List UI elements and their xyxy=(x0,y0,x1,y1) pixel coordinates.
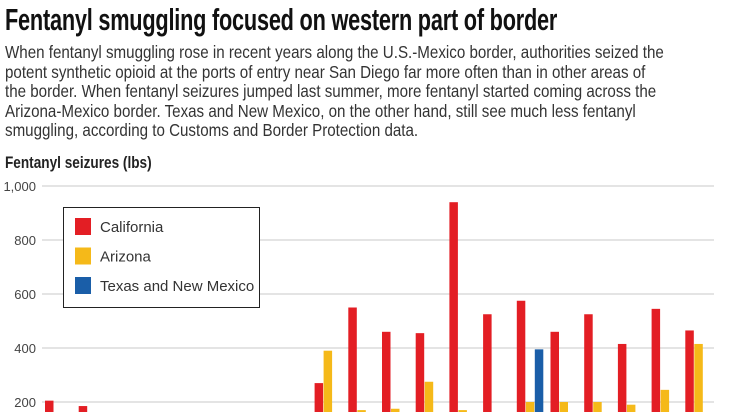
bar-arizona-17 xyxy=(593,402,602,412)
bar-california-11 xyxy=(382,331,391,412)
bar-texas-and-new-mexico-15 xyxy=(534,349,544,412)
bar-arizona-11 xyxy=(391,408,400,412)
bar-california-17 xyxy=(584,314,593,412)
legend-label: Arizona xyxy=(100,249,152,266)
legend-swatch xyxy=(75,218,91,235)
bar-california-19 xyxy=(651,308,661,412)
bar-arizona-16 xyxy=(559,402,568,412)
intro-line: When fentanyl smuggling rose in recent y… xyxy=(5,42,664,62)
bar-california-16 xyxy=(550,331,559,412)
bar-arizona-12 xyxy=(424,381,434,412)
intro-line: the border. When fentanyl seizures jumpe… xyxy=(5,81,657,102)
bar-california-15 xyxy=(516,300,526,412)
y-tick-label: 800 xyxy=(14,233,36,248)
bar-california-12 xyxy=(415,333,425,412)
legend: California Arizona Texas and New Mexico xyxy=(63,207,260,308)
legend-label: Texas and New Mexico xyxy=(100,278,254,295)
bar-arizona-18 xyxy=(626,404,636,412)
legend-label: California xyxy=(100,219,164,236)
intro-line: smuggling, according to Customs and Bord… xyxy=(5,120,419,141)
bar-arizona-13 xyxy=(458,410,467,412)
y-tick-label: 1,000 xyxy=(3,179,36,194)
bar-california-1 xyxy=(45,400,54,412)
legend-swatch xyxy=(75,247,91,265)
legend-box xyxy=(63,207,260,308)
bar-arizona-9 xyxy=(323,350,333,412)
bar-arizona-15 xyxy=(525,402,535,412)
bar-california-14 xyxy=(483,314,492,412)
headline: Fentanyl smuggling focused on western pa… xyxy=(5,2,558,37)
intro-line: potent synthetic opioid at the ports of … xyxy=(5,61,646,82)
legend-swatch xyxy=(75,277,91,294)
bar-california-10 xyxy=(348,307,357,412)
bar-california-9 xyxy=(314,383,324,412)
y-tick-label: 400 xyxy=(14,341,36,356)
bar-arizona-19 xyxy=(660,389,670,412)
bar-california-2 xyxy=(78,406,88,412)
bar-california-13 xyxy=(449,202,458,412)
y-tick-label: 200 xyxy=(14,395,36,410)
intro-text: When fentanyl smuggling rose in recent y… xyxy=(5,42,734,141)
bar-arizona-10 xyxy=(357,410,366,412)
bar-california-18 xyxy=(617,343,627,412)
y-tick-label: 600 xyxy=(14,287,36,302)
bar-arizona-20 xyxy=(694,343,703,412)
bar-california-20 xyxy=(685,330,694,412)
intro-line: Arizona-Mexico border. Texas and New Mex… xyxy=(5,100,636,121)
chart-title: Fentanyl seizures (lbs) xyxy=(5,153,152,172)
